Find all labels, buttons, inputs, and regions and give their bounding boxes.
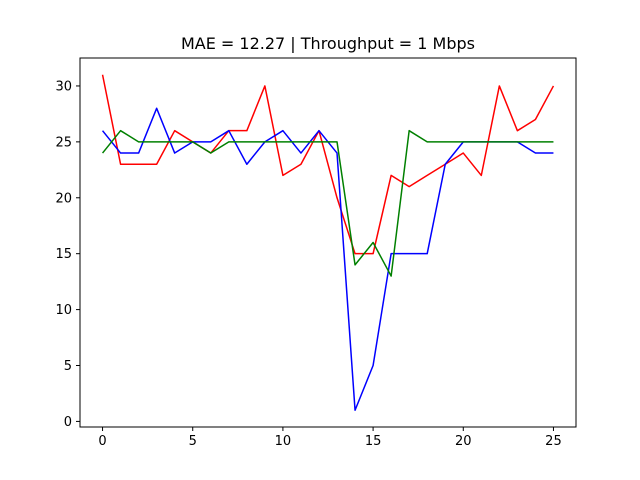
x-tick-label: 25 xyxy=(545,434,562,449)
x-tick-label: 20 xyxy=(455,434,472,449)
plot-frame xyxy=(79,57,577,428)
y-tick-label: 30 xyxy=(55,79,72,94)
x-axis: 0 5 10 15 20 25 xyxy=(98,427,562,449)
series-layer xyxy=(101,74,555,411)
x-tick-label: 10 xyxy=(275,434,292,449)
y-tick-label: 15 xyxy=(55,247,72,262)
y-tick-label: 0 xyxy=(64,415,72,430)
y-axis: 0 5 10 15 20 25 30 xyxy=(55,79,80,430)
y-tick-label: 20 xyxy=(55,191,72,206)
y-tick-label: 25 xyxy=(55,135,72,150)
y-tick-label: 5 xyxy=(64,359,72,374)
chart-title: MAE = 12.27 | Throughput = 1 Mbps xyxy=(181,34,475,53)
y-tick-label: 10 xyxy=(55,303,72,318)
x-tick-label: 0 xyxy=(98,434,106,449)
series-line-1 xyxy=(101,74,555,255)
x-tick-label: 15 xyxy=(365,434,382,449)
x-tick-label: 5 xyxy=(189,434,197,449)
series-line-3 xyxy=(101,129,554,277)
